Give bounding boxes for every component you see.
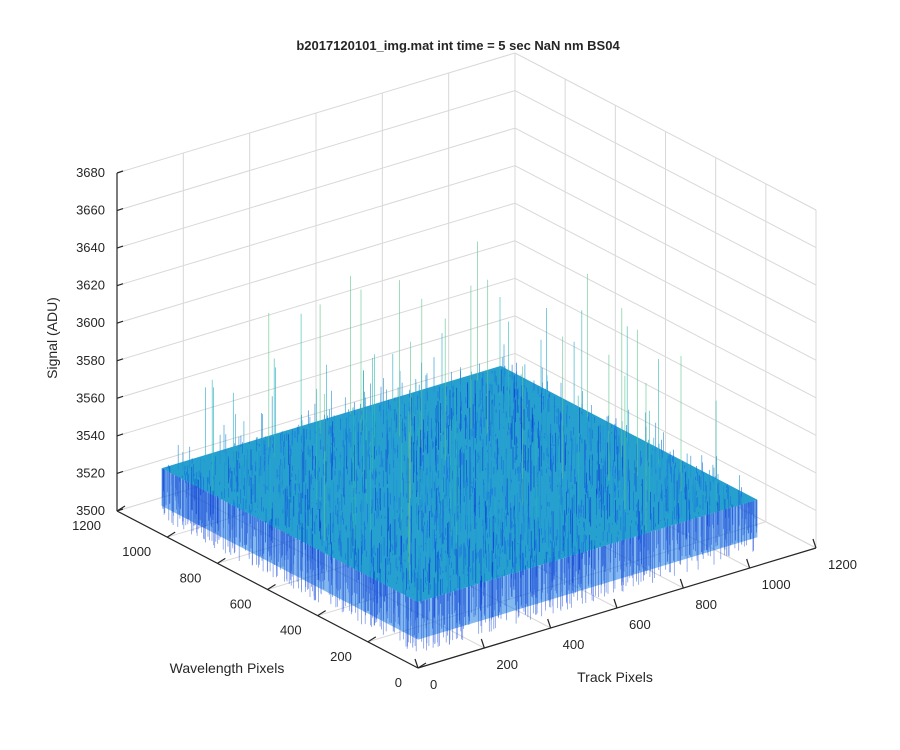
surface-edge-fringe (162, 468, 758, 652)
y-axis-label: Wavelength Pixels (170, 660, 285, 676)
x-tick-label: 1000 (762, 577, 791, 592)
y-tick (317, 610, 326, 617)
y-tick-label: 1200 (72, 518, 101, 533)
z-tick (116, 245, 124, 249)
grid-line (116, 52, 516, 174)
y-tick-label: 1000 (122, 544, 151, 559)
z-tick-label: 3560 (76, 390, 105, 405)
grid-line (514, 353, 817, 511)
y-tick-label: 800 (180, 570, 202, 585)
grid-line (116, 315, 516, 437)
x-tick (480, 638, 485, 649)
y-tick (116, 505, 126, 512)
x-tick (812, 538, 817, 549)
z-tick (116, 207, 124, 212)
z-tick (116, 395, 124, 399)
z-tick-label: 3540 (76, 428, 105, 443)
surface-noise (211, 297, 717, 549)
grid-line (116, 202, 516, 324)
z-tick-label: 3640 (76, 240, 105, 255)
z-tick-label: 3620 (76, 278, 105, 293)
z-tick-label: 3500 (76, 503, 105, 518)
x-axis-label: Track Pixels (577, 669, 653, 685)
surface-noise (268, 241, 682, 580)
y-tick-label: 400 (280, 623, 302, 638)
x-tick (746, 558, 751, 569)
grid-line (514, 90, 817, 248)
grid-line (514, 240, 817, 399)
z-tick (116, 358, 124, 362)
z-tick-label: 3600 (76, 315, 105, 330)
x-tick-label: 200 (496, 657, 518, 672)
grid-line (116, 90, 516, 212)
z-tick-label: 3580 (76, 353, 105, 368)
x-tick-label: 400 (563, 637, 585, 652)
x-tick-label: 800 (695, 597, 717, 612)
grid-line (116, 127, 516, 249)
grid-line (514, 52, 817, 211)
x-tick (414, 658, 419, 669)
surface-noise (205, 308, 655, 599)
y-tick (166, 531, 176, 538)
y-tick-label: 600 (230, 597, 252, 612)
y-tick (417, 662, 427, 669)
y-tick-label: 200 (330, 649, 352, 664)
x-tick-label: 1200 (828, 557, 857, 572)
surface-noise (177, 344, 740, 600)
z-axis-label: Signal (ADU) (44, 297, 60, 379)
grid-line (116, 277, 516, 399)
z-tick (116, 320, 124, 324)
z-tick (116, 433, 124, 437)
y-tick (267, 583, 276, 591)
grid-line (514, 277, 817, 436)
x-tick (613, 598, 618, 609)
x-tick-label: 0 (430, 677, 437, 692)
grid-line (116, 352, 516, 474)
axes: 3500 3520 3540 3560 3580 3600 3620 3640 3660 3680… (72, 165, 857, 692)
z-tick (116, 283, 124, 287)
grid-line (514, 315, 817, 474)
y-tick (217, 557, 226, 564)
y-tick-label: 0 (395, 675, 402, 690)
x-tick (547, 618, 552, 629)
grid-line (514, 202, 817, 361)
z-tick-label: 3680 (76, 165, 105, 180)
grid-line (116, 165, 516, 287)
grid-line (514, 127, 817, 286)
x-tick-label: 600 (629, 617, 651, 632)
y-tick (367, 636, 377, 643)
grid-line (116, 240, 516, 362)
grid-line (514, 165, 817, 324)
x-tick (679, 578, 684, 589)
data-surface (161, 241, 758, 652)
z-tick (116, 470, 124, 475)
z-tick-label: 3520 (76, 465, 105, 480)
chart-title: b2017120101_img.mat int time = 5 sec NaN… (296, 38, 620, 53)
z-tick (116, 170, 124, 174)
z-tick-label: 3660 (76, 203, 105, 218)
